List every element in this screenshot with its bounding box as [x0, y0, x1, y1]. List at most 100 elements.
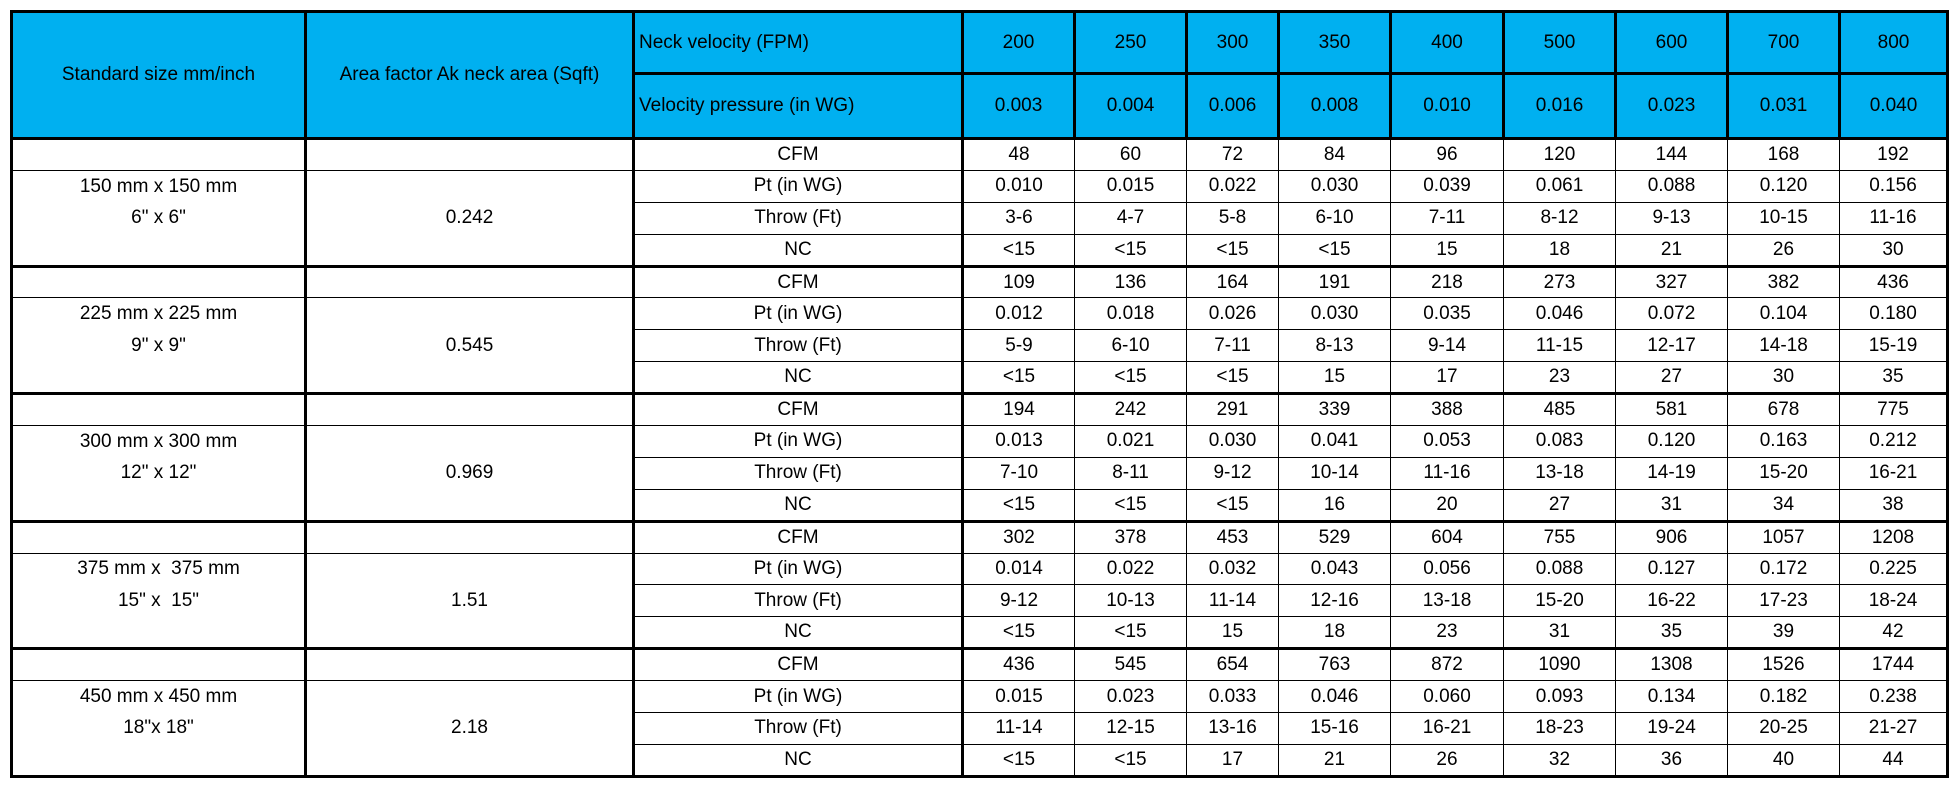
data-row: 450 mm x 450 mm Pt (in WG) 0.015 0.023 0.033…	[11, 680, 1948, 714]
header-cell: 0.040	[1838, 72, 1949, 140]
value-cell: 0.061	[1503, 169, 1616, 203]
value-cell: <15	[1074, 361, 1187, 395]
value-cell: 436	[962, 647, 1075, 682]
area-cell	[305, 616, 635, 649]
data-row: 9" x 9" 0.545 Throw (Ft) 5-9 6-10 7-11 8-13 9-1…	[11, 329, 1948, 363]
value-cell: 388	[1390, 392, 1504, 427]
size-cell	[11, 489, 307, 522]
value-cell: 13-18	[1390, 584, 1504, 618]
value-cell: 8-13	[1278, 329, 1391, 363]
value-cell: 0.225	[1839, 552, 1948, 586]
area-cell	[305, 137, 635, 171]
value-cell: 23	[1503, 361, 1616, 395]
size-cell	[11, 361, 307, 394]
value-cell: 0.056	[1390, 552, 1504, 586]
area-cell	[305, 680, 635, 713]
value-cell: 0.238	[1839, 680, 1948, 714]
value-cell: 0.014	[962, 552, 1075, 586]
value-cell: 654	[1186, 647, 1279, 682]
header-cell: Standard size mm/inch	[10, 10, 307, 140]
area-cell	[305, 264, 635, 299]
row-label: Throw (Ft)	[633, 712, 964, 745]
value-cell: 906	[1615, 519, 1728, 554]
value-cell: 872	[1390, 647, 1504, 682]
value-cell: 0.120	[1727, 169, 1840, 203]
size-cell	[11, 137, 307, 171]
value-cell: <15	[1186, 488, 1279, 522]
value-cell: 9-12	[1186, 456, 1279, 490]
size-cell	[11, 392, 307, 427]
value-cell: 8-11	[1074, 456, 1187, 490]
header-cell: Neck velocity (FPM)	[632, 10, 964, 75]
value-cell: 0.015	[962, 680, 1075, 714]
header-cell: 600	[1614, 10, 1729, 75]
header-cell: 700	[1726, 10, 1841, 75]
value-cell: 0.180	[1839, 297, 1948, 331]
area-cell: 0.545	[305, 329, 635, 362]
value-cell: 21	[1615, 233, 1728, 267]
value-cell: 0.088	[1503, 552, 1616, 586]
row-label: NC	[633, 488, 964, 522]
value-cell: 0.030	[1278, 169, 1391, 203]
value-cell: 0.023	[1074, 680, 1187, 714]
header-cell: 0.023	[1614, 72, 1729, 140]
value-cell: 0.083	[1503, 425, 1616, 458]
value-cell: 436	[1839, 264, 1948, 299]
value-cell: 0.212	[1839, 425, 1948, 458]
value-cell: 26	[1390, 743, 1504, 777]
row-label: CFM	[633, 647, 964, 682]
size-cell: 12" x 12"	[11, 457, 307, 490]
header-cell: 0.003	[961, 72, 1076, 140]
value-cell: 0.127	[1615, 552, 1728, 586]
value-cell: 0.039	[1390, 169, 1504, 203]
data-row: 300 mm x 300 mm Pt (in WG) 0.013 0.021 0.030…	[11, 425, 1948, 458]
area-cell: 0.969	[305, 457, 635, 490]
size-cell	[11, 264, 307, 299]
area-cell	[305, 170, 635, 203]
value-cell: 6-10	[1074, 329, 1187, 363]
size-cell: 225 mm x 225 mm	[11, 297, 307, 330]
value-cell: 0.093	[1503, 680, 1616, 714]
area-cell	[305, 553, 635, 585]
value-cell: 30	[1839, 233, 1948, 267]
value-cell: 378	[1074, 519, 1187, 554]
value-cell: <15	[1074, 233, 1187, 267]
value-cell: 327	[1615, 264, 1728, 299]
header-cell: 0.004	[1073, 72, 1188, 140]
value-cell: 0.021	[1074, 425, 1187, 458]
value-cell: 1744	[1839, 647, 1948, 682]
area-cell	[305, 392, 635, 427]
data-row: 18"x 18" 2.18 Throw (Ft) 11-14 12-15 13-16 15-…	[11, 712, 1948, 745]
data-row: NC <15 <15 <15 15 17 23 27 30 35	[11, 361, 1948, 395]
header-cell: 800	[1838, 10, 1949, 75]
value-cell: 11-14	[1186, 584, 1279, 618]
header-cell: 200	[961, 10, 1076, 75]
value-cell: 12-17	[1615, 329, 1728, 363]
header-cell: 350	[1277, 10, 1392, 75]
value-cell: 18-24	[1839, 584, 1948, 618]
table-body: CFM 48 60 72 84 96 120 144 168 192 150 mm x 150 mm…	[11, 137, 1948, 777]
size-cell: 18"x 18"	[11, 712, 307, 745]
value-cell: 3-6	[962, 201, 1075, 235]
value-cell: 18	[1278, 616, 1391, 650]
value-cell: 15	[1278, 361, 1391, 395]
value-cell: 1090	[1503, 647, 1616, 682]
data-row: CFM 48 60 72 84 96 120 144 168 192	[11, 137, 1948, 171]
value-cell: 15	[1186, 616, 1279, 650]
value-cell: 0.013	[962, 425, 1075, 458]
value-cell: 168	[1727, 137, 1840, 171]
area-cell: 0.242	[305, 202, 635, 235]
value-cell: 0.043	[1278, 552, 1391, 586]
row-label: NC	[633, 616, 964, 650]
row-label: CFM	[633, 137, 964, 171]
value-cell: 11-15	[1503, 329, 1616, 363]
value-cell: 218	[1390, 264, 1504, 299]
value-cell: 15-19	[1839, 329, 1948, 363]
value-cell: 18-23	[1503, 712, 1616, 745]
value-cell: 17	[1186, 743, 1279, 777]
value-cell: <15	[1074, 488, 1187, 522]
value-cell: 0.088	[1615, 169, 1728, 203]
area-cell	[305, 744, 635, 777]
value-cell: 4-7	[1074, 201, 1187, 235]
